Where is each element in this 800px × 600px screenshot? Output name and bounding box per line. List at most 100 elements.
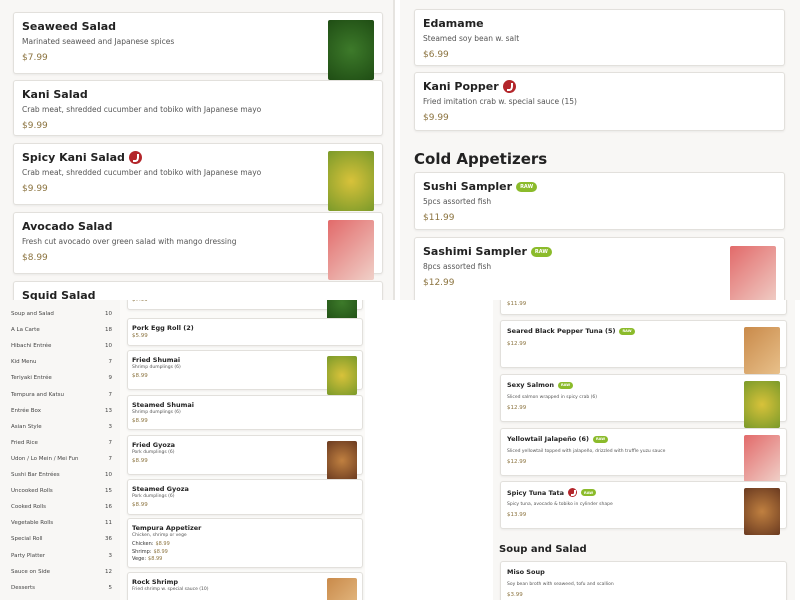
menu-item-card[interactable]: Kani Salad Crab meat, shredded cucumber a… xyxy=(13,80,383,136)
category-label: Udon / Lo Mein / Mei Fun xyxy=(11,455,79,462)
menu-item-card[interactable]: $7.99 xyxy=(127,300,363,322)
category-count: 12 xyxy=(105,568,112,575)
category-label: Sauce on Side xyxy=(11,568,50,575)
item-name: Miso Soup xyxy=(507,568,545,576)
menu-item-card[interactable]: Spicy Tuna Tata RAW Spicy tuna, avocado & … xyxy=(500,481,787,535)
item-price: $8.99 xyxy=(132,418,148,424)
sidebar-category-kid-menu[interactable]: Kid Menu 7 xyxy=(11,359,112,365)
menu-item-card[interactable]: Sashimi Sampler RAW 8pcs assorted fish $12.… xyxy=(414,237,785,300)
raw-badge: RAW xyxy=(557,381,574,389)
menu-item-card[interactable]: $11.99 xyxy=(500,300,787,315)
item-title: Pork Egg Roll (2) xyxy=(132,324,194,332)
item-title: Spicy Tuna Tata RAW xyxy=(507,488,597,497)
item-title: Avocado Salad xyxy=(22,220,112,233)
item-price: $7.99 xyxy=(22,53,48,63)
menu-item-card[interactable]: Pork Egg Roll (2) $5.99 xyxy=(127,318,363,346)
category-count: 7 xyxy=(108,455,113,462)
item-title: Steamed Gyoza xyxy=(132,485,189,493)
sidebar-category-entr-e-box[interactable]: Entrée Box 13 xyxy=(11,408,112,414)
category-count: 11 xyxy=(105,520,112,527)
sidebar-category-cooked-rolls[interactable]: Cooked Rolls 16 xyxy=(11,504,112,510)
item-description: 5pcs assorted fish xyxy=(423,197,492,206)
item-name: Kani Salad xyxy=(22,88,88,101)
item-name: Squid Salad xyxy=(22,289,96,300)
sidebar-category-uncooked-rolls[interactable]: Uncooked Rolls 15 xyxy=(11,488,112,494)
divider xyxy=(393,0,395,300)
item-description: Shrimp dumplings (6) xyxy=(132,365,181,370)
bottom-right-menu-panel: Soup and Salad $11.99 Seared Black Pepper… xyxy=(493,300,795,600)
item-title: Sushi Sampler RAW xyxy=(423,180,538,193)
item-price: $8.99 xyxy=(22,253,48,263)
menu-item-card[interactable]: Squid Salad xyxy=(13,281,383,300)
category-label: Fried Rice xyxy=(11,439,38,446)
item-description: Sliced yellowtail topped with jalapeño, … xyxy=(507,449,666,454)
sidebar-category-hibachi-entr-e[interactable]: Hibachi Entrée 10 xyxy=(11,343,112,349)
sidebar-category-desserts[interactable]: Desserts 5 xyxy=(11,585,112,591)
menu-item-card[interactable]: Seared Black Pepper Tuna (5) RAW $12.99 xyxy=(500,320,787,374)
section-heading: Soup and Salad xyxy=(499,544,587,555)
sidebar-category-sauce-on-side[interactable]: Sauce on Side 12 xyxy=(11,569,112,575)
menu-item-card[interactable]: Rock Shrimp Fried shrimp w. special sauce… xyxy=(127,572,363,600)
option-label: Chicken: xyxy=(132,541,154,547)
item-title: Tempura Appetizer xyxy=(132,524,201,532)
item-name: Spicy Tuna Tata xyxy=(507,488,565,497)
menu-item-card[interactable]: Sexy Salmon RAW Sliced salmon wrapped in s… xyxy=(500,374,787,428)
menu-item-card[interactable]: Spicy Kani Salad Crab meat, shredded cucu… xyxy=(13,143,383,211)
item-title: Seaweed Salad xyxy=(22,20,116,33)
menu-item-card[interactable]: Fried Gyoza Pork dumplings (6) $8.99 xyxy=(127,435,363,480)
item-price: $8.99 xyxy=(132,502,148,508)
item-description: Sliced salmon wrapped in spicy crab (6) xyxy=(507,395,598,400)
item-price: $13.99 xyxy=(507,512,527,518)
menu-item-card[interactable]: Edamame Steamed soy bean w. salt $6.99 xyxy=(414,9,785,66)
item-description: Crab meat, shredded cucumber and tobiko … xyxy=(22,105,262,114)
sidebar-category-teriyaki-entr-e[interactable]: Teriyaki Entrée 9 xyxy=(11,375,112,381)
category-label: A La Carte xyxy=(11,327,40,334)
raw-badge: RAW xyxy=(516,181,538,192)
category-count: 18 xyxy=(105,327,112,334)
item-title: Kani Salad xyxy=(22,88,88,101)
option-label: Vege: xyxy=(132,556,147,562)
sidebar-category-fried-rice[interactable]: Fried Rice 7 xyxy=(11,440,112,446)
menu-item-card[interactable]: Seaweed Salad Marinated seaweed and Japan… xyxy=(13,12,383,80)
menu-item-card[interactable]: Tempura Appetizer Chicken, shrimp or vege… xyxy=(127,518,363,568)
item-title: Yellowtail Jalapeño (6) RAW xyxy=(507,435,609,443)
item-price: $11.99 xyxy=(507,301,527,307)
sidebar-category-party-platter[interactable]: Party Platter 3 xyxy=(11,553,112,559)
sidebar-category-soup-and-salad[interactable]: Soup and Salad 10 xyxy=(11,311,112,317)
menu-item-card[interactable]: Steamed Shumai Shrimp dumplings (6) $8.99 xyxy=(127,395,363,430)
item-description: Marinated seaweed and Japanese spices xyxy=(22,37,175,46)
sidebar-category-sushi-bar-entr-es[interactable]: Sushi Bar Entrées 10 xyxy=(11,472,112,478)
item-title: Kani Popper xyxy=(423,80,516,93)
category-count: 16 xyxy=(105,504,112,511)
menu-item-card[interactable]: Avocado Salad Fresh cut avocado over gree… xyxy=(13,212,383,280)
sidebar-category-tempura-and-katsu[interactable]: Tempura and Katsu 7 xyxy=(11,392,112,398)
menu-item-card[interactable]: Sushi Sampler RAW 5pcs assorted fish $11.99 xyxy=(414,172,785,230)
option-price: $8.99 xyxy=(148,556,163,562)
item-title: Fried Gyoza xyxy=(132,441,175,449)
category-count: 7 xyxy=(108,439,113,446)
category-label: Uncooked Rolls xyxy=(11,488,53,495)
item-description: Spicy tuna, avocado & tobiko in cylinder… xyxy=(507,502,613,507)
item-description: Crab meat, shredded cucumber and tobiko … xyxy=(22,168,262,177)
sidebar-category-a-la-carte[interactable]: A La Carte 18 xyxy=(11,327,112,333)
category-label: Soup and Salad xyxy=(11,311,54,317)
menu-item-card[interactable]: Kani Popper Fried imitation crab w. speci… xyxy=(414,72,785,131)
menu-item-card[interactable]: Steamed Gyoza Pork dumplings (6) $8.99 xyxy=(127,479,363,515)
item-description: Pork dumplings (6) xyxy=(132,450,175,455)
item-description: 8pcs assorted fish xyxy=(423,262,492,271)
sidebar-category-udon-lo-mein-mei-fun[interactable]: Udon / Lo Mein / Mei Fun 7 xyxy=(11,456,112,462)
item-image xyxy=(328,220,374,280)
menu-item-card[interactable]: Miso Soup Soy bean broth with seaweed, to… xyxy=(500,561,787,600)
menu-item-card[interactable]: Yellowtail Jalapeño (6) RAW Sliced yellowt… xyxy=(500,428,787,482)
item-image xyxy=(328,151,374,211)
sidebar-category-asian-style[interactable]: Asian Style 3 xyxy=(11,424,112,430)
item-name: Fried Shumai xyxy=(132,356,181,364)
item-price: $5.99 xyxy=(132,333,148,339)
sidebar-category-vegetable-rolls[interactable]: Vegetable Rolls 11 xyxy=(11,520,112,526)
sidebar-category-special-roll[interactable]: Special Roll 36 xyxy=(11,536,112,542)
item-name: Seaweed Salad xyxy=(22,20,117,33)
category-count: 10 xyxy=(105,472,112,478)
item-price: $12.99 xyxy=(507,459,527,465)
menu-item-card[interactable]: Fried Shumai Shrimp dumplings (6) $8.99 xyxy=(127,350,363,395)
item-price: $6.99 xyxy=(423,50,449,60)
